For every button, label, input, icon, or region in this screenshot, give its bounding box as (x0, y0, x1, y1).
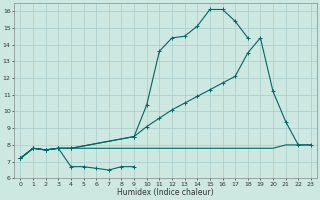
X-axis label: Humidex (Indice chaleur): Humidex (Indice chaleur) (117, 188, 214, 197)
